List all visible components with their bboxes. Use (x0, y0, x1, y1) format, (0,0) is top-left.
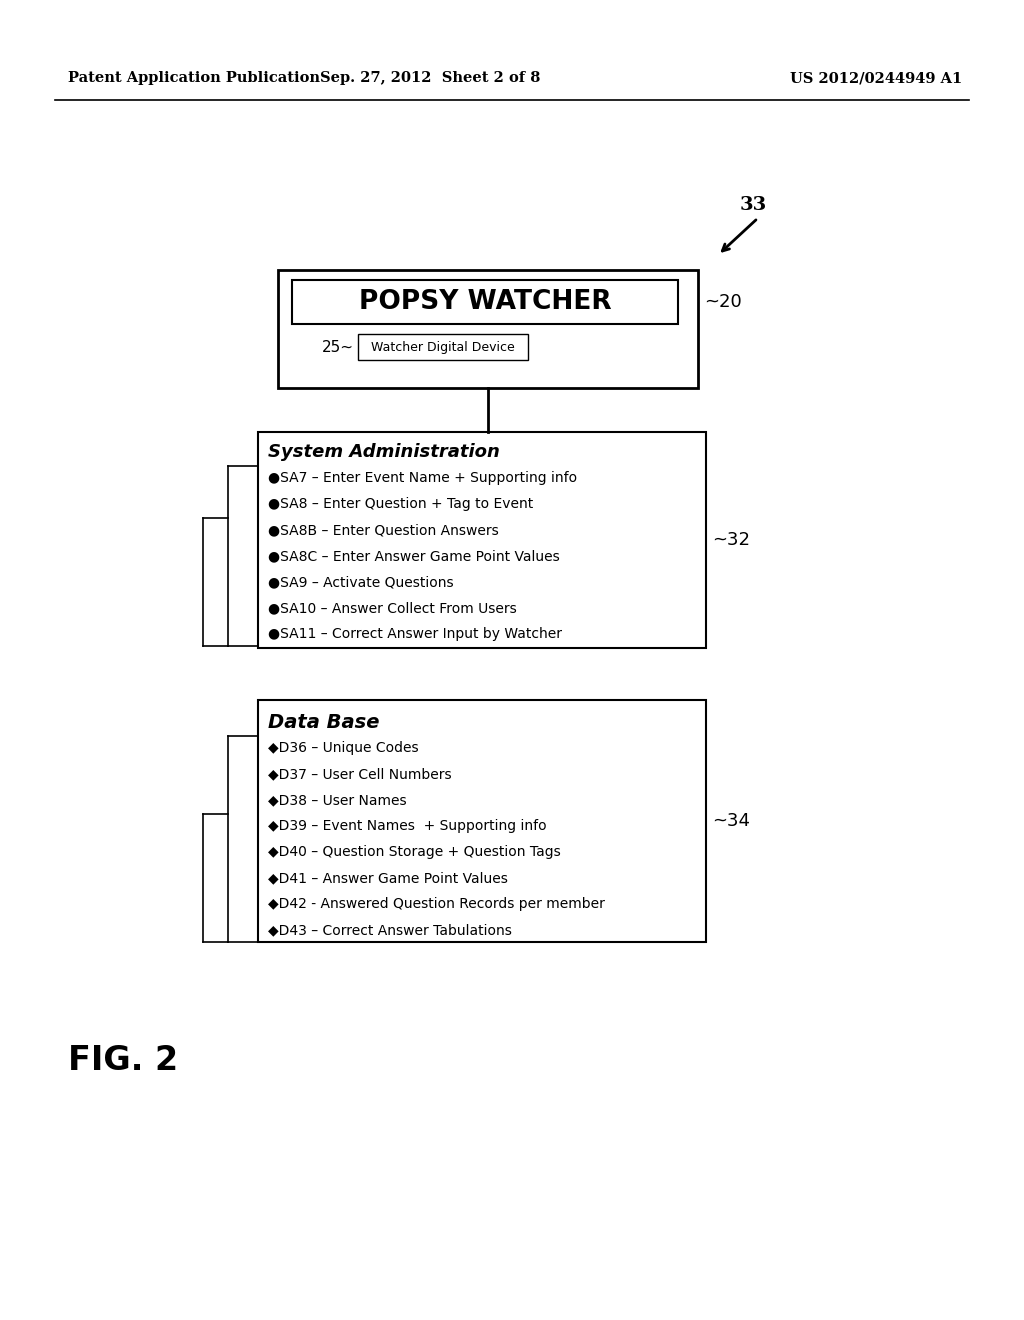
Text: Sep. 27, 2012  Sheet 2 of 8: Sep. 27, 2012 Sheet 2 of 8 (319, 71, 541, 84)
Text: ~32: ~32 (712, 531, 750, 549)
Text: ◆D39 – Event Names  + Supporting info: ◆D39 – Event Names + Supporting info (268, 818, 547, 833)
Text: ●SA8C – Enter Answer Game Point Values: ●SA8C – Enter Answer Game Point Values (268, 549, 560, 564)
Text: Watcher Digital Device: Watcher Digital Device (371, 341, 515, 354)
Text: ●SA7 – Enter Event Name + Supporting info: ●SA7 – Enter Event Name + Supporting inf… (268, 471, 578, 484)
Text: ●SA11 – Correct Answer Input by Watcher: ●SA11 – Correct Answer Input by Watcher (268, 627, 562, 642)
Text: ●SA8 – Enter Question + Tag to Event: ●SA8 – Enter Question + Tag to Event (268, 498, 534, 511)
Text: System Administration: System Administration (268, 444, 500, 461)
Bar (292, 280, 678, 323)
Text: ◆D36 – Unique Codes: ◆D36 – Unique Codes (268, 741, 419, 755)
Text: ◆D42 - Answered Question Records per member: ◆D42 - Answered Question Records per mem… (268, 898, 605, 911)
Text: Data Base: Data Base (268, 713, 380, 731)
Text: ~20: ~20 (705, 293, 741, 312)
Text: ◆D37 – User Cell Numbers: ◆D37 – User Cell Numbers (268, 767, 452, 781)
Text: US 2012/0244949 A1: US 2012/0244949 A1 (790, 71, 963, 84)
Text: ~34: ~34 (712, 812, 750, 830)
Bar (278, 271, 698, 388)
Text: POPSY WATCHER: POPSY WATCHER (358, 289, 611, 315)
Text: Patent Application Publication: Patent Application Publication (68, 71, 319, 84)
Text: ◆D40 – Question Storage + Question Tags: ◆D40 – Question Storage + Question Tags (268, 845, 561, 859)
Bar (358, 334, 528, 360)
Text: ◆D43 – Correct Answer Tabulations: ◆D43 – Correct Answer Tabulations (268, 923, 512, 937)
Text: ◆D38 – User Names: ◆D38 – User Names (268, 793, 407, 807)
Text: ◆D41 – Answer Game Point Values: ◆D41 – Answer Game Point Values (268, 871, 508, 884)
Text: ●SA8B – Enter Question Answers: ●SA8B – Enter Question Answers (268, 523, 499, 537)
Text: 25~: 25~ (322, 339, 354, 355)
Text: 33: 33 (740, 195, 767, 214)
Bar (258, 432, 706, 648)
Text: ●SA9 – Activate Questions: ●SA9 – Activate Questions (268, 576, 454, 589)
Bar (258, 700, 706, 942)
Text: FIG. 2: FIG. 2 (68, 1044, 178, 1077)
Text: ●SA10 – Answer Collect From Users: ●SA10 – Answer Collect From Users (268, 601, 517, 615)
